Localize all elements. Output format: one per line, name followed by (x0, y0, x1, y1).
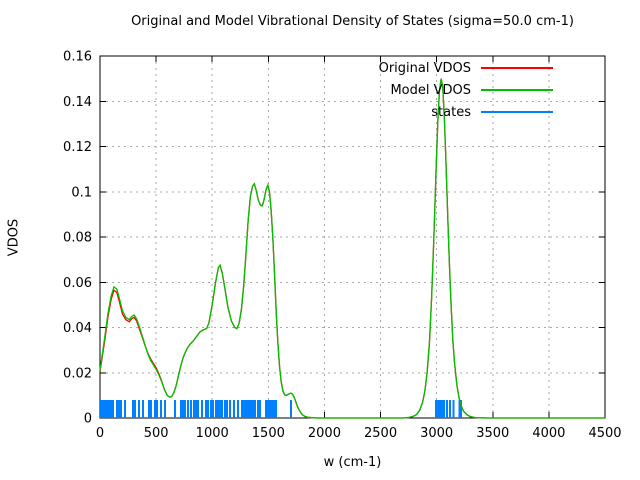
svg-text:0.14: 0.14 (63, 95, 92, 110)
svg-text:500: 500 (144, 426, 169, 441)
legend-label-model-vdos: Model VDOS (390, 82, 471, 98)
svg-text:0: 0 (84, 412, 92, 427)
svg-text:0: 0 (96, 426, 104, 441)
svg-text:0.08: 0.08 (63, 231, 92, 246)
legend-line-model-vdos (481, 89, 553, 91)
legend-label-original-vdos: Original VDOS (378, 60, 471, 76)
svg-text:1000: 1000 (196, 426, 229, 441)
svg-text:0.04: 0.04 (63, 321, 92, 336)
legend-item-model-vdos: Model VDOS (0, 79, 553, 101)
svg-text:0.1: 0.1 (71, 185, 92, 200)
svg-text:0.12: 0.12 (63, 140, 92, 155)
chart-title: Original and Model Vibrational Density o… (131, 14, 574, 29)
x-axis-label: w (cm-1) (323, 455, 382, 470)
svg-text:2000: 2000 (308, 426, 341, 441)
svg-text:4500: 4500 (588, 426, 621, 441)
svg-text:3000: 3000 (420, 426, 453, 441)
svg-text:2500: 2500 (364, 426, 397, 441)
legend: Original VDOS Model VDOS states (0, 57, 553, 123)
svg-text:0.06: 0.06 (63, 276, 92, 291)
svg-text:0.02: 0.02 (63, 366, 92, 381)
legend-item-original-vdos: Original VDOS (0, 57, 553, 79)
svg-text:4000: 4000 (532, 426, 565, 441)
svg-text:0.16: 0.16 (63, 50, 92, 65)
legend-label-states: states (431, 104, 471, 120)
svg-text:1500: 1500 (252, 426, 285, 441)
legend-line-states (481, 111, 553, 113)
svg-text:3500: 3500 (476, 426, 509, 441)
legend-line-original-vdos (481, 67, 553, 69)
legend-item-states: states (0, 101, 553, 123)
